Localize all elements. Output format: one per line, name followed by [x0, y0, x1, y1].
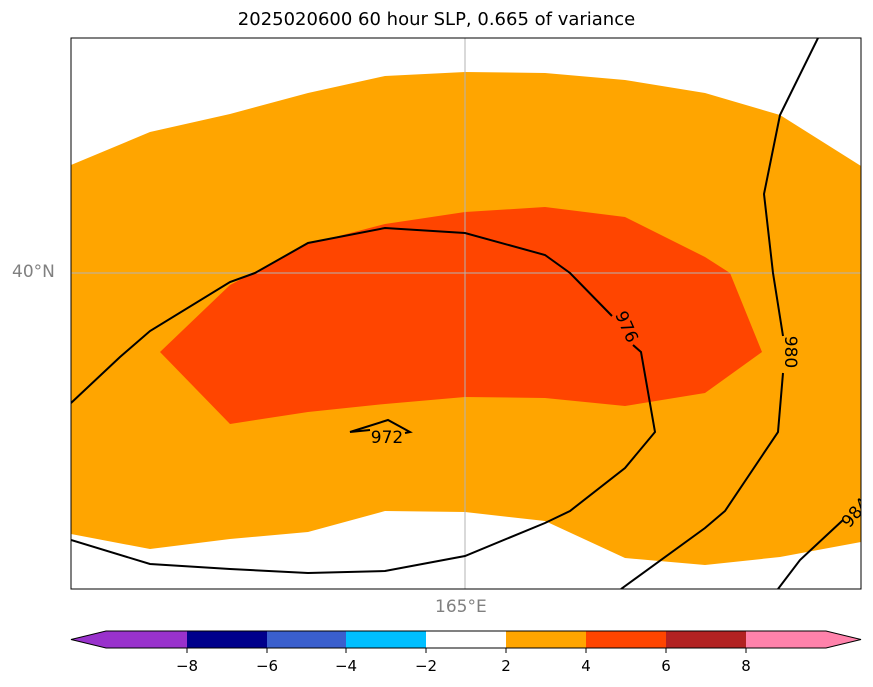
colorbar-tick-label: −2	[414, 657, 438, 675]
colorbar-extend-low	[71, 631, 107, 648]
lat-tick-label: 40°N	[12, 262, 55, 282]
colorbar-segment	[506, 631, 587, 648]
colorbar-segment	[426, 631, 507, 648]
colorbar-segment	[187, 631, 268, 648]
colorbar-segment	[746, 631, 827, 648]
colorbar-tick-label: 4	[581, 657, 591, 675]
colorbar-segment	[586, 631, 667, 648]
colorbar-segment	[267, 631, 347, 648]
contour-980	[620, 38, 819, 589]
lon-tick-label: 165°E	[435, 597, 487, 617]
colorbar-segment	[666, 631, 747, 648]
colorbar-tick-label: −6	[255, 657, 279, 675]
colorbar-tick-label: −8	[175, 657, 199, 675]
contour-984	[777, 519, 844, 589]
colorbar-segment	[346, 631, 427, 648]
map-title: 2025020600 60 hour SLP, 0.665 of varianc…	[237, 9, 636, 30]
contour-label-980: 980	[780, 336, 800, 368]
colorbar-tick-label: 8	[741, 657, 751, 675]
colorbar-tick-label: 6	[661, 657, 671, 675]
colorbar-outline	[70, 630, 862, 649]
contour-976	[71, 226, 657, 575]
colorbar-tick-label: 2	[501, 657, 511, 675]
contour-label-972: 972	[371, 428, 403, 448]
anomaly-fill-4-6	[160, 207, 762, 424]
colorbar-segment	[106, 631, 188, 648]
colorbar-extend-high	[826, 631, 861, 648]
colorbar-tick-label: −4	[334, 657, 358, 675]
contour-972	[349, 418, 413, 434]
map-frame	[70, 37, 862, 590]
